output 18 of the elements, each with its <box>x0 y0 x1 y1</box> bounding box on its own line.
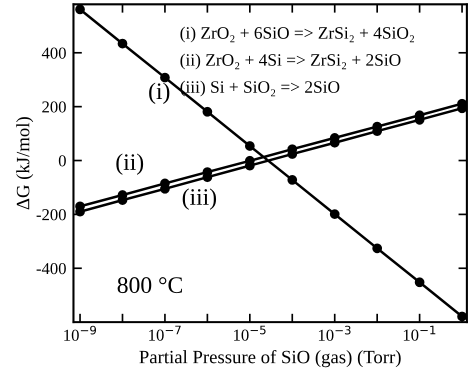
y-tick-label: 400 <box>42 47 66 59</box>
annotation: (ii) ZrO₂ + 4Si => ZrSi₂ + 2SiO <box>180 54 400 70</box>
annotation: (i) ZrO₂ + 6SiO => ZrSi₂ + 4SiO₂ <box>180 26 414 42</box>
annotation: (ii) <box>116 153 144 175</box>
x-tick-label: 10$^{−3}$ <box>318 326 351 341</box>
annotation: (iii) <box>182 188 216 210</box>
y-tick-label: 200 <box>42 101 66 113</box>
x-tick-label: 10$^{−1}$ <box>404 326 436 341</box>
annotation: 800 °C <box>118 277 182 294</box>
y-axis-title: ΔG (kJ/mol) <box>16 117 34 210</box>
y-tick-label: -200 <box>36 209 66 220</box>
x-axis-title: Partial Pressure of SiO (gas) (Torr) <box>139 350 401 368</box>
y-tick-label: 0 <box>58 155 66 166</box>
x-tick-label: 10$^{−5}$ <box>234 326 266 341</box>
x-tick-label: 10$^{−9}$ <box>64 326 96 341</box>
y-tick-label: -400 <box>36 262 66 274</box>
annotation: (i) <box>149 82 170 104</box>
x-tick-label: 10$^{−7}$ <box>149 326 181 341</box>
